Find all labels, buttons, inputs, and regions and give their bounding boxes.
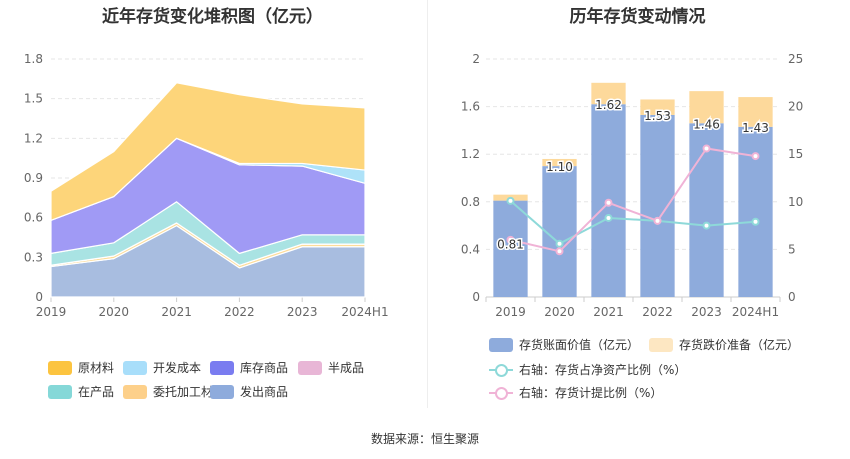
legend-label: 存货账面价值（亿元） (519, 338, 640, 352)
chart-divider (427, 0, 428, 408)
y-tick-label: 1.8 (24, 52, 43, 66)
x-tick-label: 2024H1 (732, 305, 779, 319)
bar-impairment (738, 97, 773, 127)
area-原材料 (50, 82, 366, 221)
legend-swatch (298, 360, 322, 375)
x-tick-label: 2019 (495, 305, 526, 319)
legend-item-右轴：存货占净资产比例（%）[interactable]: 右轴：存货占净资产比例（%） (489, 361, 686, 378)
legend-swatch (210, 384, 234, 399)
bar-value-label: 1.62 (595, 98, 622, 112)
stacked-area-chart: 0 0.3 0.6 0.9 1.2 1.5 1.8 2019 2020 2021 2022 2023 2… (24, 52, 389, 319)
bar-impairment (689, 91, 724, 124)
x-tick-label: 2022 (224, 305, 255, 319)
x-tick-label: 2023 (691, 305, 722, 319)
legend-swatch (210, 360, 234, 375)
y2-tick-label: 15 (788, 147, 803, 161)
line-point (653, 216, 662, 225)
y2-tick-label: 20 (788, 100, 803, 114)
y-tick-label: 0 (35, 290, 43, 304)
legend-label: 右轴：存货计提比例（%） (519, 386, 663, 400)
y-tick-label: 2 (472, 52, 480, 66)
line-右轴：存货计提比例（%） (510, 147, 756, 253)
x-tick-label: 2021 (161, 305, 192, 319)
legend-item-半成品[interactable]: 半成品 (298, 359, 364, 376)
legend-label: 发出商品 (240, 385, 289, 399)
x-tick-label: 2023 (287, 305, 318, 319)
legend-item-开发成本[interactable]: 开发成本 (123, 359, 201, 376)
bar-impairment (542, 158, 577, 167)
bar-value-label: 1.10 (546, 160, 573, 174)
x-tick-label: 2020 (544, 305, 575, 319)
bar-book-value (542, 166, 577, 297)
line-point (751, 152, 760, 161)
legend-label: 开发成本 (153, 361, 202, 375)
y2-tick-label: 25 (788, 52, 803, 66)
y-tick-label: 1.5 (24, 92, 43, 106)
legend-item-原材料[interactable]: 原材料 (48, 359, 114, 376)
line-point (702, 144, 711, 153)
line-point (702, 221, 711, 230)
legend-label: 半成品 (328, 361, 365, 375)
legend-swatch (489, 386, 513, 400)
y-tick-label: 0 (472, 290, 480, 304)
line-point (555, 239, 564, 248)
legend-label: 委托加工材料 (153, 385, 226, 399)
legend-label: 库存商品 (240, 361, 289, 375)
line-point (604, 213, 613, 222)
y-tick-label: 0.4 (461, 242, 480, 256)
legend-label: 原材料 (78, 361, 115, 375)
y-tick-label: 0.6 (24, 211, 43, 225)
y-tick-label: 1.2 (24, 131, 43, 145)
bar-impairment (591, 82, 626, 105)
data-source-note: 数据来源：恒生聚源 (370, 432, 479, 446)
y-tick-label: 0.9 (24, 171, 43, 185)
x-tick-label: 2024H1 (341, 305, 388, 319)
y2-tick-label: 0 (788, 290, 796, 304)
legend-swatch (649, 337, 673, 352)
legend-item-在产品[interactable]: 在产品 (48, 383, 114, 400)
legend-swatch (48, 384, 72, 399)
x-tick-label: 2019 (36, 305, 67, 319)
legend-swatch (123, 360, 147, 375)
bar-value-label: 1.46 (693, 117, 720, 131)
legend-item-右轴：存货计提比例（%）[interactable]: 右轴：存货计提比例（%） (489, 384, 662, 401)
bar-value-label: 0.81 (497, 238, 524, 252)
bar-impairment (640, 99, 675, 115)
bar-book-value (493, 200, 528, 297)
line-point (555, 247, 564, 256)
legend-item-存货跌价准备（亿元）[interactable]: 存货跌价准备（亿元） (649, 336, 799, 353)
legend-swatch (123, 384, 147, 399)
y2-tick-label: 10 (788, 195, 803, 209)
legend-label: 在产品 (78, 385, 115, 399)
bar-book-value (640, 114, 675, 298)
x-tick-label: 2020 (99, 305, 130, 319)
stacked-area-chart-title: 近年存货变化堆积图（亿元） (102, 7, 323, 27)
legend-label: 右轴：存货占净资产比例（%） (519, 363, 687, 377)
line-point (604, 198, 613, 207)
legend-item-库存商品[interactable]: 库存商品 (210, 359, 288, 376)
line-point (751, 217, 760, 226)
x-tick-label: 2022 (642, 305, 673, 319)
legend-item-发出商品[interactable]: 发出商品 (210, 383, 288, 400)
line-右轴：存货占净资产比例（%） (509, 200, 756, 245)
y2-tick-label: 5 (788, 242, 796, 256)
legend-swatch (489, 337, 513, 352)
inventory-change-chart-title: 历年存货变动情况 (569, 7, 706, 27)
y-tick-label: 1.2 (461, 147, 480, 161)
legend-label: 存货跌价准备（亿元） (679, 338, 800, 352)
line-point (506, 235, 515, 244)
legend-item-委托加工材料[interactable]: 委托加工材料 (123, 383, 225, 400)
y-tick-label: 0.8 (461, 195, 480, 209)
legend-item-存货账面价值（亿元）[interactable]: 存货账面价值（亿元） (489, 336, 639, 353)
legend-swatch (48, 360, 72, 375)
legend-swatch (489, 363, 513, 377)
line-point (506, 196, 515, 205)
bar-value-label: 1.43 (742, 121, 769, 135)
y-tick-label: 0.3 (24, 250, 43, 264)
x-tick-label: 2021 (593, 305, 624, 319)
bar-value-label: 1.53 (644, 109, 671, 123)
y-tick-label: 1.6 (461, 100, 480, 114)
